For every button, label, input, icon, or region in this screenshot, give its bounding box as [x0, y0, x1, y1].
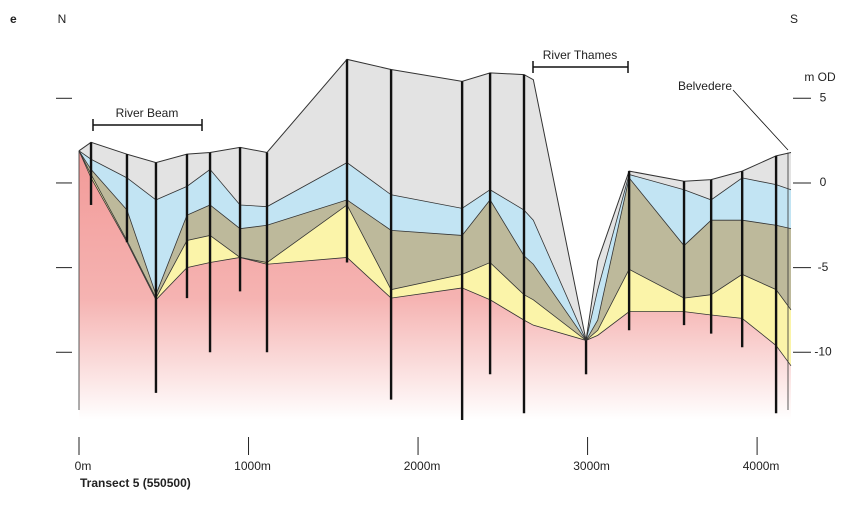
x-tick-label: 1000m — [234, 459, 271, 473]
y-tick-label: -10 — [814, 344, 832, 358]
y-tick-label: -5 — [818, 260, 829, 274]
y-tick-label: 5 — [820, 90, 827, 104]
panel-label: e — [10, 12, 17, 26]
chart-title: Transect 5 (550500) — [80, 476, 191, 490]
cross-section: e N S m OD Transect 5 (550500) River Bea… — [0, 0, 845, 521]
south-label: S — [790, 12, 798, 26]
x-tick-label: 0m — [75, 459, 92, 473]
y-axis-label: m OD — [804, 70, 836, 84]
page: {"panel_label": "e", "north": "N", "sout… — [0, 0, 845, 521]
annotation: River Thames — [543, 48, 617, 62]
north-label: N — [58, 12, 67, 26]
y-tick-label: 0 — [820, 175, 827, 189]
annotation: River Beam — [116, 106, 179, 120]
x-tick-label: 2000m — [404, 459, 441, 473]
x-tick-label: 4000m — [743, 459, 780, 473]
leader-line — [733, 90, 788, 150]
x-tick-label: 3000m — [573, 459, 610, 473]
annotation: Belvedere — [678, 79, 732, 93]
